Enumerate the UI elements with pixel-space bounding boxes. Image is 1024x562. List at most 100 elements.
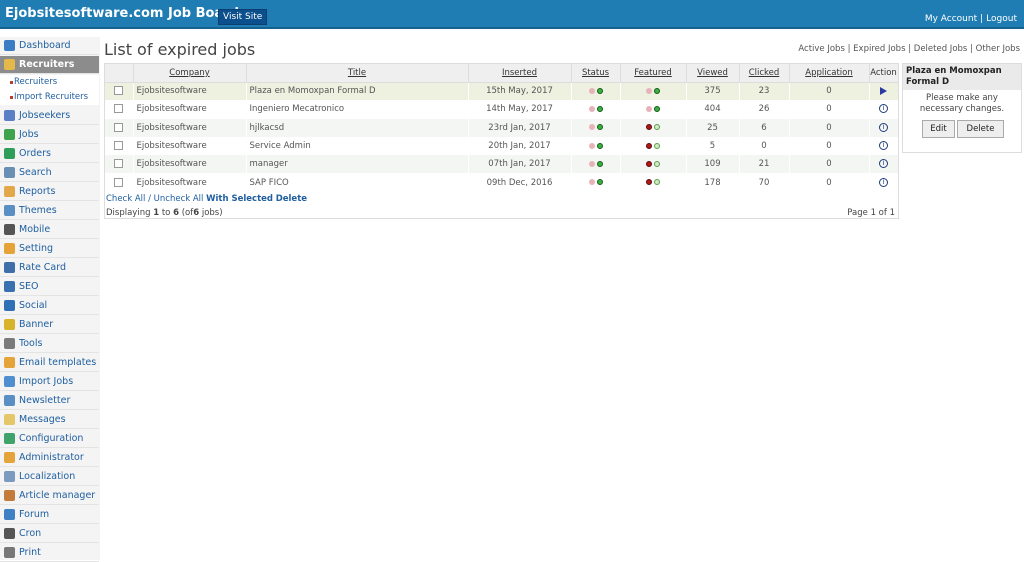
sidebar-item-import-jobs[interactable]: Import Jobs [0, 373, 99, 391]
table-row[interactable]: Ejobsitesoftware Service Admin 20th Jan, 2… [105, 137, 898, 155]
filter-link-deleted-jobs[interactable]: Deleted Jobs [913, 44, 968, 54]
row-checkbox[interactable] [114, 104, 124, 114]
row-checkbox[interactable] [114, 122, 124, 132]
sidebar-item-label: Cron [19, 528, 42, 539]
delete-selected-link[interactable]: Delete [275, 194, 308, 204]
featured-red-dot[interactable] [646, 142, 652, 149]
uncheck-all-link[interactable]: Uncheck All [153, 194, 204, 204]
clicked-cell: 70 [758, 177, 770, 188]
featured-red-dot[interactable] [646, 179, 652, 186]
sidebar-item-recruiters[interactable]: Recruiters [0, 56, 99, 74]
info-icon[interactable]: i [879, 122, 888, 132]
info-icon[interactable]: i [879, 141, 888, 151]
banner-icon [4, 319, 15, 330]
status-pink-dot[interactable] [588, 160, 595, 167]
sidebar-subitem-import-recruiters[interactable]: Import Recruiters [0, 90, 99, 105]
featured-green-dot[interactable] [654, 87, 660, 94]
clicked-cell: 6 [739, 118, 789, 137]
sidebar-item-mobile[interactable]: Mobile [0, 221, 99, 239]
delete-button[interactable]: Delete [957, 120, 1004, 138]
column-header-viewed[interactable]: Viewed [686, 64, 740, 83]
display-of: (of [181, 208, 194, 218]
filter-link-expired-jobs[interactable]: Expired Jobs [853, 44, 906, 54]
sidebar-item-jobseekers[interactable]: Jobseekers [0, 107, 99, 125]
sidebar-item-tools[interactable]: Tools [0, 335, 99, 353]
sidebar-item-banner[interactable]: Banner [0, 316, 99, 334]
row-checkbox[interactable] [114, 141, 124, 151]
table-row[interactable]: Ejobsitesoftware Plaza en Momoxpan Formal… [105, 82, 898, 101]
column-header-inserted[interactable]: Inserted [468, 64, 572, 83]
sidebar-item-reports[interactable]: Reports [0, 183, 99, 201]
sidebar-item-setting[interactable]: Setting [0, 240, 99, 258]
logout-link[interactable]: Logout [986, 14, 1017, 24]
table-row[interactable]: Ejobsitesoftware Ingeniero Mecatronico 14t… [105, 100, 898, 118]
sidebar-item-administrator[interactable]: Administrator [0, 449, 99, 467]
page-info: Page 1 of 1 [847, 208, 895, 218]
status-green-dot[interactable] [596, 142, 603, 149]
table-row[interactable]: Ejobsitesoftware manager 07th Jan, 2017 109… [105, 155, 898, 174]
featured-pink-dot[interactable] [646, 105, 652, 112]
featured-lgreen-dot[interactable] [654, 124, 660, 131]
info-icon[interactable]: i [879, 177, 888, 187]
sidebar-subitem-recruiters[interactable]: Recruiters [0, 75, 99, 90]
featured-red-dot[interactable] [646, 124, 652, 131]
column-header-featured[interactable]: Featured [620, 64, 687, 83]
info-icon[interactable]: i [879, 104, 888, 114]
status-green-dot[interactable] [596, 124, 603, 131]
status-green-dot[interactable] [596, 105, 603, 112]
column-header-company[interactable]: Company [133, 64, 247, 83]
play-icon[interactable] [880, 86, 887, 95]
sidebar-item-seo[interactable]: SEO [0, 278, 99, 296]
row-checkbox[interactable] [114, 86, 124, 96]
table-row[interactable]: Ejobsitesoftware SAP FICO 09th Dec, 2016 17… [105, 173, 898, 191]
sidebar-item-configuration[interactable]: Configuration [0, 430, 99, 448]
table-row[interactable]: Ejobsitesoftware hjlkacsd 23rd Jan, 2017 25… [105, 118, 898, 137]
row-checkbox[interactable] [114, 159, 124, 169]
status-pink-dot[interactable] [588, 87, 595, 94]
featured-lgreen-dot[interactable] [654, 142, 660, 149]
status-green-dot[interactable] [596, 179, 603, 186]
status-green-dot[interactable] [596, 160, 603, 167]
email-icon [4, 357, 15, 368]
sidebar-item-newsletter[interactable]: Newsletter [0, 392, 99, 410]
sidebar-item-search[interactable]: Search [0, 164, 99, 182]
filter-link-other-jobs[interactable]: Other Jobs [975, 44, 1020, 54]
social-icon [4, 300, 15, 311]
featured-lgreen-dot[interactable] [654, 160, 660, 167]
status-pink-dot[interactable] [588, 179, 595, 186]
column-header-status[interactable]: Status [571, 64, 621, 83]
featured-pink-dot[interactable] [646, 87, 652, 94]
sidebar-item-jobs[interactable]: Jobs [0, 126, 99, 144]
featured-lgreen-dot[interactable] [654, 179, 660, 186]
sidebar-item-themes[interactable]: Themes [0, 202, 99, 220]
sidebar-item-rate-card[interactable]: Rate Card [0, 259, 99, 277]
sidebar-item-print[interactable]: Print [0, 544, 99, 562]
sidebar-item-orders[interactable]: Orders [0, 145, 99, 163]
sidebar-item-cron[interactable]: Cron [0, 525, 99, 543]
info-icon[interactable]: i [879, 159, 888, 169]
sidebar-item-forum[interactable]: Forum [0, 506, 99, 524]
sidebar-item-email-templates[interactable]: Email templates [0, 354, 99, 372]
featured-green-dot[interactable] [654, 105, 660, 112]
status-pink-dot[interactable] [588, 142, 595, 149]
my-account-link[interactable]: My Account [924, 14, 978, 24]
column-header-title[interactable]: Title [246, 64, 469, 83]
sidebar-item-article-manager[interactable]: Article manager [0, 487, 99, 505]
brand-title[interactable]: Ejobsitesoftware.com Job Board [5, 6, 239, 21]
column-header-clicked[interactable]: Clicked [739, 64, 790, 83]
row-checkbox[interactable] [114, 177, 124, 187]
status-green-dot[interactable] [596, 87, 603, 94]
check-all-link[interactable]: Check All [106, 194, 146, 204]
sidebar-item-localization[interactable]: Localization [0, 468, 99, 486]
edit-button[interactable]: Edit [922, 120, 955, 138]
visit-site-button[interactable]: Visit Site [218, 9, 268, 25]
sidebar-item-dashboard[interactable]: Dashboard [0, 37, 99, 55]
status-pink-dot[interactable] [588, 124, 595, 131]
status-pink-dot[interactable] [588, 105, 595, 112]
application-cell: 0 [826, 177, 832, 188]
column-header-application[interactable]: Application [789, 64, 870, 83]
filter-link-active-jobs[interactable]: Active Jobs [798, 44, 845, 54]
sidebar-item-messages[interactable]: Messages [0, 411, 99, 429]
sidebar-item-social[interactable]: Social [0, 297, 99, 315]
featured-red-dot[interactable] [646, 160, 652, 167]
